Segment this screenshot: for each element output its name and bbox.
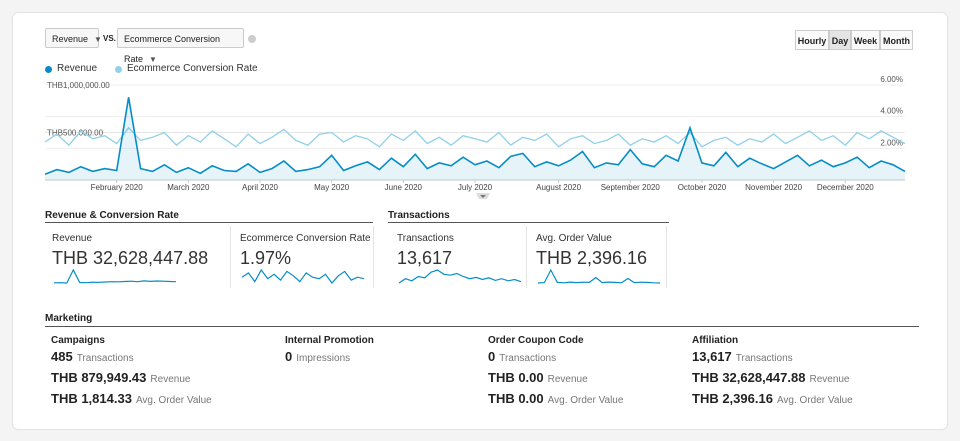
x-tick-label: April 2020: [242, 183, 279, 192]
compare-label: Ecommerce Conversion Rate: [124, 34, 221, 64]
y-tick-label: THB1,000,000.00: [47, 81, 110, 90]
x-tick-label: February 2020: [91, 183, 144, 192]
grid: [45, 84, 905, 149]
metric-value: 13,617: [692, 349, 732, 364]
period-button[interactable]: Week: [851, 30, 880, 50]
group-rule: [45, 222, 373, 223]
metric-value: THB 0.00: [488, 391, 544, 406]
metric-value: 0: [285, 349, 293, 364]
chart: THB500,000.00 THB1,000,000.00 2.00% 4.00% 6.…: [44, 75, 906, 199]
metric-value: THB 1,814.33: [51, 391, 132, 406]
metric-row: THB 879,949.43 Revenue: [51, 369, 190, 387]
metric-value: THB 2,396.16: [692, 391, 773, 406]
card-border: [390, 226, 527, 288]
metric-value: THB 0.00: [488, 370, 544, 385]
card-border: [233, 226, 374, 288]
panel: [12, 12, 948, 430]
metric-unit: Transactions: [499, 353, 557, 364]
metric-label: Revenue: [52, 34, 89, 44]
metric-unit: Revenue: [150, 374, 191, 385]
metric-row: 0 Transactions: [488, 348, 556, 366]
metric-unit: Impressions: [296, 353, 351, 364]
metric-unit: Transactions: [76, 353, 134, 364]
compare-dropdown[interactable]: Ecommerce Conversion Rate ▼: [117, 28, 244, 64]
spark-line: [53, 268, 177, 284]
metric-value: THB 879,949.43: [51, 370, 147, 385]
card-value: THB 32,628,447.88: [52, 248, 209, 268]
legend-label: Revenue: [57, 63, 98, 74]
metric-row: THB 32,628,447.88 Revenue: [692, 369, 850, 387]
metric-dropdown[interactable]: Revenue ▼: [45, 28, 102, 48]
group-rule: [388, 222, 669, 223]
legend-label: Ecommerce Conversion Rate: [127, 63, 258, 74]
x-tick-label: May 2020: [314, 183, 350, 192]
y2-tick-label: 6.00%: [880, 75, 903, 84]
legend-dot: [115, 66, 122, 73]
x-tick-label: November 2020: [745, 183, 802, 192]
clear-icon[interactable]: [248, 35, 256, 43]
sparkline: [398, 269, 522, 284]
spark-line: [537, 268, 661, 284]
group-title: Transactions: [388, 210, 450, 221]
x-tick-label: September 2020: [601, 183, 661, 192]
card-value: 1.97%: [240, 248, 292, 268]
metric-unit: Avg. Order Value: [135, 395, 212, 406]
card-value: THB 2,396.16: [536, 248, 648, 268]
section-title: Marketing: [45, 313, 93, 324]
metric-row: THB 0.00 Revenue: [488, 369, 588, 387]
x-tick-label: March 2020: [167, 183, 210, 192]
metric-value: THB 32,628,447.88: [692, 370, 806, 385]
card-border: [45, 226, 231, 288]
card-label: Avg. Order Value: [536, 233, 612, 244]
card-label: Revenue: [52, 233, 93, 244]
legend-dot: [45, 66, 52, 73]
x-tick-label: June 2020: [385, 183, 423, 192]
series-line: [44, 97, 906, 176]
spark-line: [398, 269, 522, 284]
metric-row: 0 Impressions: [285, 348, 350, 366]
metric-unit: Avg. Order Value: [776, 395, 853, 406]
metric-value: 485: [51, 349, 73, 364]
spark-line: [241, 268, 365, 284]
metric-unit: Transactions: [735, 353, 793, 364]
column-title: Campaigns: [51, 335, 105, 346]
column-title: Order Coupon Code: [488, 335, 584, 346]
x-tick-label: July 2020: [458, 183, 493, 192]
card-label: Transactions: [397, 233, 454, 244]
sparkline: [53, 268, 177, 284]
metric-value: 0: [488, 349, 496, 364]
metric-row: THB 2,396.16 Avg. Order Value: [692, 390, 853, 408]
x-tick-label: August 2020: [536, 183, 581, 192]
series-line: [44, 126, 906, 148]
group-title: Revenue & Conversion Rate: [45, 210, 179, 221]
metric-row: 13,617 Transactions: [692, 348, 793, 366]
period-button[interactable]: Hourly: [795, 30, 829, 50]
card-border: [529, 226, 667, 288]
metric-unit: Revenue: [809, 374, 850, 385]
metric-row: THB 0.00 Avg. Order Value: [488, 390, 623, 408]
metric-row: 485 Transactions: [51, 348, 134, 366]
x-tick-label: October 2020: [678, 183, 727, 192]
metric-unit: Revenue: [547, 374, 588, 385]
collapse-arrow: [480, 195, 486, 198]
metric-unit: Avg. Order Value: [547, 395, 624, 406]
revenue-area: [45, 97, 905, 180]
vs-label: VS.: [103, 34, 116, 43]
sparkline: [537, 268, 661, 284]
y-tick-label: THB500,000.00: [47, 129, 104, 138]
y2-tick-label: 4.00%: [880, 107, 903, 116]
section-rule: [45, 326, 919, 327]
card-label: Ecommerce Conversion Rate: [240, 233, 371, 244]
x-tick-label: December 2020: [817, 183, 874, 192]
period-button[interactable]: Day: [829, 30, 851, 50]
period-button[interactable]: Month: [880, 30, 913, 50]
y2-tick-label: 2.00%: [880, 138, 903, 147]
column-title: Affiliation: [692, 335, 739, 346]
card-value: 13,617: [397, 248, 453, 268]
sparkline: [241, 268, 365, 284]
metric-row: THB 1,814.33 Avg. Order Value: [51, 390, 212, 408]
column-title: Internal Promotion: [285, 335, 374, 346]
